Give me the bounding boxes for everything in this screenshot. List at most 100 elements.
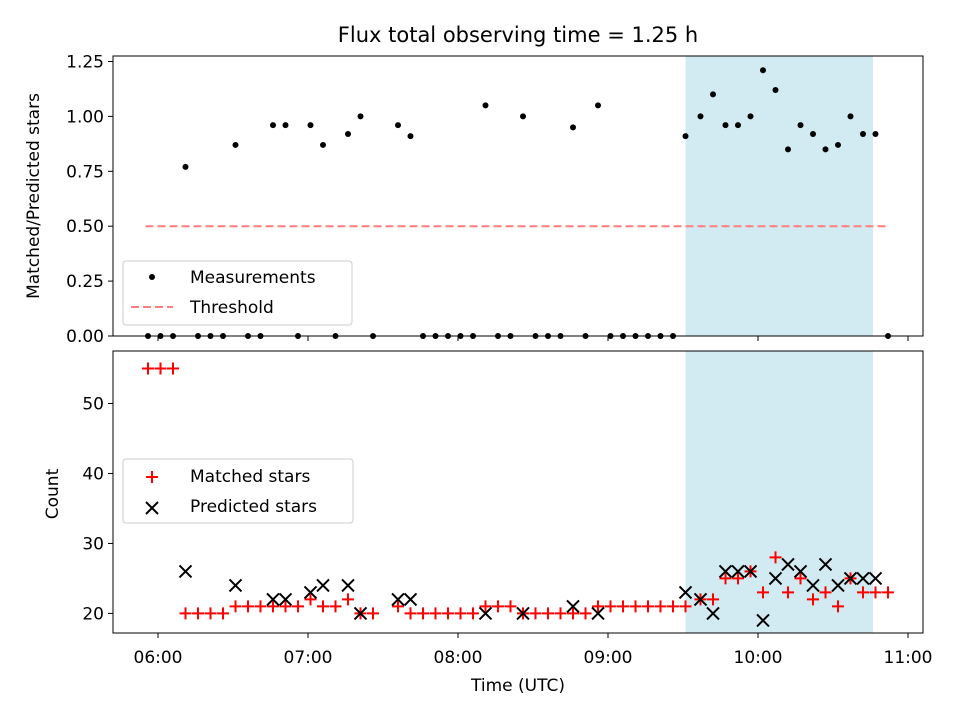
y-tick-label: 1.25	[66, 52, 104, 72]
predicted-star-marker	[781, 557, 795, 572]
count-legend: Matched stars Predicted stars	[122, 458, 354, 524]
matched-star-marker	[179, 607, 192, 620]
predicted-star-marker	[303, 585, 318, 600]
measurement-point	[595, 102, 601, 109]
measurement-point	[772, 87, 779, 94]
legend-threshold: Threshold	[189, 298, 274, 318]
ratio-y-axis-label: Matched/Predicted stars	[24, 93, 44, 299]
matched-star-marker	[429, 607, 442, 620]
predicted-star-marker	[693, 592, 708, 607]
legend-matched-stars: Matched stars	[190, 467, 310, 487]
matched-star-marker	[794, 572, 807, 585]
matched-star-marker	[417, 607, 429, 620]
measurement-point	[797, 122, 804, 129]
matched-star-marker	[579, 607, 592, 620]
chart-title: Flux total observing time = 1.25 h	[338, 23, 698, 47]
predicted-star-marker	[818, 557, 833, 572]
matched-star-marker	[567, 607, 579, 620]
count-axes-frame	[112, 350, 924, 634]
y-tick-label: 50	[82, 394, 104, 414]
matched-star-marker	[229, 600, 242, 613]
y-tick-label: 0.75	[66, 162, 104, 182]
matched-star-marker	[757, 586, 769, 599]
measurement-point	[345, 130, 351, 137]
predicted-star-marker	[718, 564, 733, 579]
measurement-point	[810, 130, 816, 137]
predicted-star-marker	[731, 564, 745, 579]
x-tick-label: 06:00	[134, 648, 183, 668]
matched-star-marker	[142, 362, 154, 375]
predicted-star-marker	[756, 613, 770, 628]
matched-star-marker	[367, 607, 379, 620]
matched-star-marker	[279, 600, 292, 613]
measurement-point	[282, 122, 289, 129]
measurement-point	[182, 163, 189, 170]
matched-star-marker	[154, 362, 167, 375]
matched-star-marker	[869, 586, 882, 599]
legend-dot-marker	[149, 274, 155, 280]
predicted-star-marker	[316, 578, 330, 593]
matched-star-marker	[317, 600, 329, 613]
matched-star-marker	[732, 572, 744, 585]
measurement-point	[710, 91, 716, 98]
matched-star-marker	[167, 362, 179, 375]
predicted-star-marker	[806, 578, 820, 593]
y-tick-label: 0.50	[66, 217, 104, 237]
matched-star-marker	[617, 600, 629, 613]
matched-star-marker	[329, 600, 342, 613]
predicted-star-marker	[403, 592, 418, 607]
matched-star-marker	[807, 593, 819, 606]
predicted-star-marker	[706, 606, 720, 621]
predicted-star-marker	[566, 599, 580, 614]
x-axis-label: Time (UTC)	[470, 676, 565, 696]
matched-star-marker	[769, 551, 782, 564]
legend-x-marker	[145, 501, 159, 515]
measurement-point	[722, 122, 729, 129]
measurement-point	[835, 141, 841, 148]
matched-star-marker	[267, 600, 279, 613]
matched-star-marker	[592, 600, 604, 613]
predicted-star-marker	[843, 571, 858, 586]
x-tick-label: 09:00	[584, 648, 633, 668]
predicted-star-marker	[831, 578, 845, 593]
measurement-point	[822, 146, 829, 153]
measurement-point	[307, 122, 314, 129]
matched-star-marker	[782, 586, 794, 599]
predicted-star-marker	[391, 592, 405, 607]
matched-star-marker	[707, 593, 719, 606]
matched-star-marker	[882, 586, 894, 599]
predicted-star-marker	[478, 606, 493, 621]
measurement-point	[785, 146, 791, 153]
matched-star-marker	[604, 600, 617, 613]
ratio-axes-frame	[112, 55, 924, 337]
ratio-legend: Measurements Threshold	[122, 260, 353, 326]
legend-measurements: Measurements	[190, 268, 316, 288]
x-tick-label: 07:00	[284, 648, 333, 668]
matched-star-marker	[654, 600, 667, 613]
legend-predicted-stars: Predicted stars	[190, 497, 317, 517]
measurement-point	[270, 122, 276, 129]
predicted-star-marker	[341, 578, 355, 593]
ratio-panel: 0.00 0.25 0.50 0.75 1.00 1.25 Flux total obse…	[24, 23, 924, 347]
measurement-point	[395, 122, 401, 129]
predicted-star-marker	[266, 592, 280, 607]
matched-star-marker	[304, 593, 317, 606]
y-tick-label: 0.25	[66, 272, 104, 292]
y-tick-label: 20	[82, 604, 104, 624]
matched-star-marker	[254, 600, 267, 613]
highlight-span	[685, 351, 873, 633]
matched-star-marker	[242, 600, 254, 613]
matched-star-marker	[857, 586, 869, 599]
measurement-point	[357, 113, 364, 120]
matched-star-marker	[542, 607, 554, 620]
legend-plus-marker	[146, 471, 158, 483]
measurement-point	[872, 130, 879, 137]
measurement-point	[847, 113, 854, 120]
predicted-star-marker	[591, 606, 605, 621]
matched-star-marker	[679, 600, 692, 613]
matched-star-marker	[492, 600, 504, 613]
predicted-star-marker	[743, 564, 758, 579]
measurement-point	[747, 113, 754, 120]
